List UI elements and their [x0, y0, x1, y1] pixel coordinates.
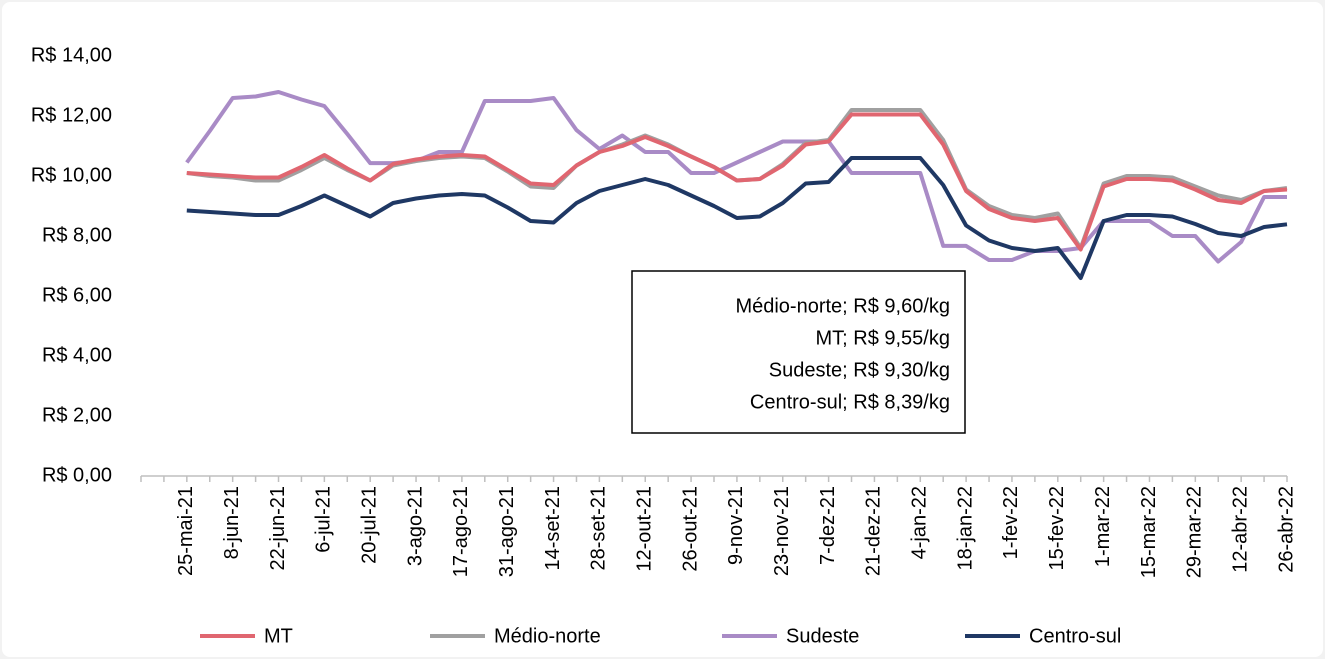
- x-tick-label: 28-set-21: [588, 486, 610, 571]
- x-tick-label: 20-jul-21: [358, 486, 380, 564]
- x-tick-label: 4-jan-22: [909, 486, 931, 559]
- y-tick-label: R$ 6,00: [42, 284, 112, 306]
- x-tick-label: 25-mai-21: [175, 486, 197, 576]
- annotation-box: [631, 270, 966, 434]
- y-tick-label: R$ 0,00: [42, 464, 112, 486]
- legend-label: MT: [264, 625, 293, 647]
- x-tick-label: 1-mar-22: [1092, 486, 1114, 567]
- x-tick-label: 15-fev-22: [1046, 486, 1068, 571]
- x-tick-label: 12-abr-22: [1229, 486, 1251, 573]
- annotation-text: Sudeste; R$ 9,30/kg: [769, 359, 950, 381]
- x-tick-label: 29-mar-22: [1184, 486, 1206, 578]
- x-tick-label: 26-abr-22: [1275, 486, 1297, 573]
- y-tick-label: R$ 8,00: [42, 224, 112, 246]
- x-tick-label: 21-dez-21: [863, 486, 885, 576]
- x-tick-label: 22-jun-21: [267, 486, 289, 571]
- x-tick-label: 26-out-21: [679, 486, 701, 572]
- x-tick-label: 1-fev-22: [1000, 486, 1022, 559]
- annotation-text: MT; R$ 9,55/kg: [815, 327, 950, 349]
- x-tick-label: 23-nov-21: [771, 486, 793, 576]
- x-tick-label: 8-jun-21: [221, 486, 243, 559]
- x-tick-label: 14-set-21: [542, 486, 564, 571]
- x-tick-label: 9-nov-21: [725, 486, 747, 565]
- x-tick-label: 17-ago-21: [450, 486, 472, 577]
- x-tick-label: 31-ago-21: [496, 486, 518, 577]
- x-tick-label: 15-mar-22: [1138, 486, 1160, 578]
- y-tick-label: R$ 14,00: [31, 44, 112, 66]
- x-tick-label: 12-out-21: [634, 486, 656, 572]
- legend-label: Centro-sul: [1029, 625, 1121, 647]
- legend-label: Médio-norte: [494, 625, 601, 647]
- x-tick-label: 6-jul-21: [313, 486, 335, 553]
- series-line: [186, 156, 1288, 280]
- y-tick-label: R$ 12,00: [31, 104, 112, 126]
- annotation-text: Centro-sul; R$ 8,39/kg: [750, 391, 950, 413]
- x-tick-label: 7-dez-21: [817, 486, 839, 565]
- annotation-text: Médio-norte; R$ 9,60/kg: [735, 295, 950, 317]
- x-tick-label: 18-jan-22: [954, 486, 976, 571]
- legend-label: Sudeste: [786, 625, 859, 647]
- y-tick-label: R$ 2,00: [42, 404, 112, 426]
- y-tick-label: R$ 10,00: [31, 164, 112, 186]
- y-tick-label: R$ 4,00: [42, 344, 112, 366]
- x-tick-label: 3-ago-21: [404, 486, 426, 566]
- series-line: [186, 112, 1288, 252]
